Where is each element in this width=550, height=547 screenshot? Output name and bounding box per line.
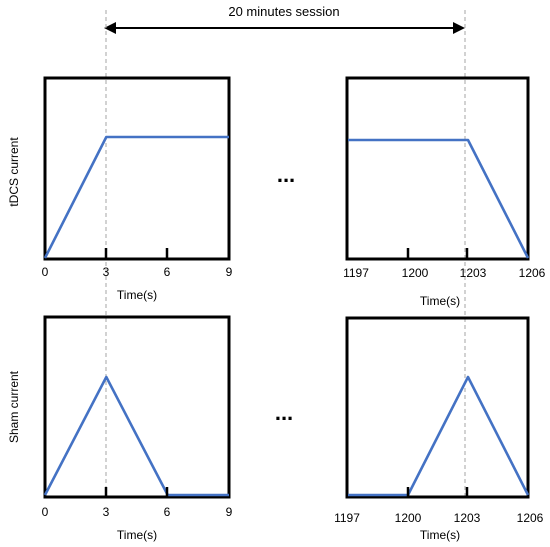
session-label: 20 minutes session — [228, 4, 339, 19]
tick-label: 3 — [103, 505, 110, 519]
panel-frame — [345, 76, 530, 261]
x-axis-label: Time(s) — [117, 288, 157, 302]
session-arrow — [104, 22, 465, 34]
tick-label: 1197 — [343, 266, 369, 280]
x-axis-label: Time(s) — [420, 294, 460, 308]
panel-tdcs-right: 1197 1200 1203 1206 Time(s) — [343, 76, 546, 308]
tick-label: 1203 — [454, 511, 481, 525]
tick-label: 1206 — [519, 266, 546, 280]
x-axis-label: Time(s) — [420, 528, 460, 542]
tick-label: 0 — [42, 505, 49, 519]
arrow-head-left — [104, 22, 116, 34]
panel-frame — [43, 76, 231, 261]
tick-label: 1206 — [517, 511, 544, 525]
sham-waveform — [43, 375, 229, 497]
ellipsis-top: ... — [277, 162, 295, 187]
panel-frame — [43, 315, 231, 499]
tick-label: 3 — [103, 265, 110, 279]
panel-sham-left: 0 3 6 9 Time(s) Sham current — [7, 315, 233, 542]
tick-label: 1200 — [402, 266, 429, 280]
tick-label: 6 — [164, 505, 171, 519]
sham-waveform — [348, 375, 530, 497]
tick-label: 0 — [42, 265, 49, 279]
tick-label: 1197 — [334, 511, 360, 525]
panel-sham-right: 1197 1200 1203 1206 Time(s) — [334, 316, 544, 542]
panel-frame — [345, 316, 530, 499]
ellipsis-bottom: ... — [275, 400, 293, 425]
tick-label: 9 — [226, 265, 233, 279]
tick-label: 9 — [226, 505, 233, 519]
panel-tdcs-left: 0 3 6 9 Time(s) tDCS current — [7, 76, 233, 302]
arrow-head-right — [453, 22, 465, 34]
tick-label: 6 — [164, 265, 171, 279]
tdcs-waveform — [43, 135, 229, 259]
y-axis-label-sham: Sham current — [7, 370, 21, 443]
x-axis-label: Time(s) — [117, 528, 157, 542]
tick-label: 1200 — [395, 511, 422, 525]
y-axis-label-tdcs: tDCS current — [7, 137, 21, 207]
tick-label: 1203 — [460, 266, 487, 280]
tdcs-waveform — [348, 138, 530, 259]
